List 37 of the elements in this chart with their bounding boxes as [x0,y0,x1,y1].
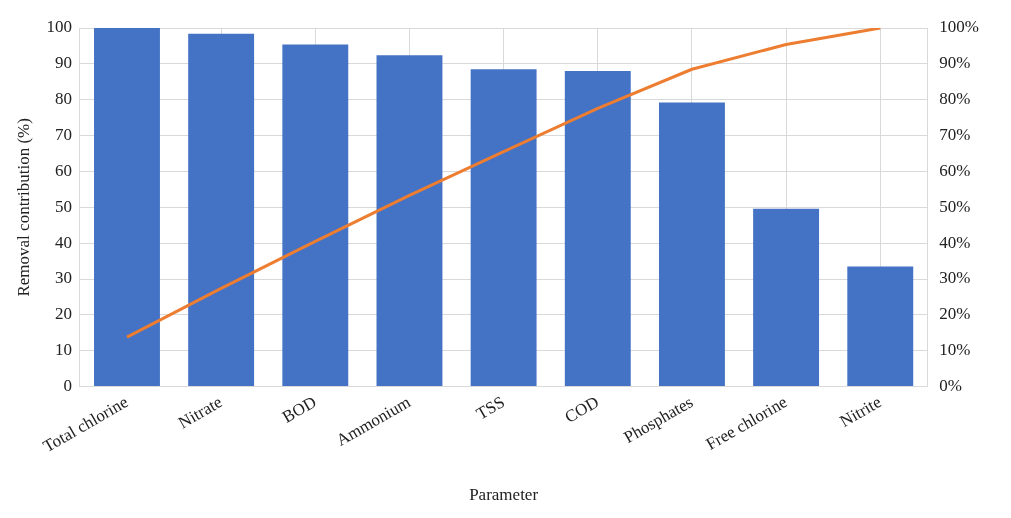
y-tick-label: 20 [54,304,72,324]
bar [470,69,537,387]
y-tick-label: 0 [63,376,72,396]
y2-tick-label: 20% [939,304,971,324]
x-tick-label: BOD [278,392,320,427]
bar [564,71,631,387]
y-tick-label: 60 [54,160,72,180]
x-axis-title: Parameter [469,485,539,505]
y-tick-label: 80 [54,89,72,109]
y-tick-label: 90 [54,53,72,73]
y-tick-label: 10 [54,340,72,360]
bar [658,102,725,387]
bar [847,266,914,387]
y2-tick-label: 70% [939,125,971,145]
bar [376,55,443,387]
y-tick-label: 50 [54,196,72,216]
bar [282,44,349,387]
y2-tick-label: 40% [939,232,971,252]
y2-tick-label: 80% [939,89,971,109]
y-tick-label: 70 [54,125,72,145]
x-tick-label: COD [561,392,603,427]
y2-tick-label: 90% [939,53,971,73]
y2-tick-label: 30% [939,268,971,288]
x-tick-label: TSS [473,392,508,424]
y2-tick-label: 50% [939,196,971,216]
y-axis-title: Removal contribution (%) [13,118,33,297]
y-tick-label: 30 [54,268,72,288]
x-tick-label: Nitrite [836,392,885,431]
y-tick-label: 40 [54,232,72,252]
bar [753,208,820,387]
y-tick-label: 100 [46,17,72,37]
y2-tick-label: 10% [939,340,971,360]
bar [188,33,255,387]
y2-tick-label: 0% [939,376,963,396]
bar [94,28,160,387]
y2-tick-label: 100% [939,17,980,37]
y2-tick-label: 60% [939,160,971,180]
